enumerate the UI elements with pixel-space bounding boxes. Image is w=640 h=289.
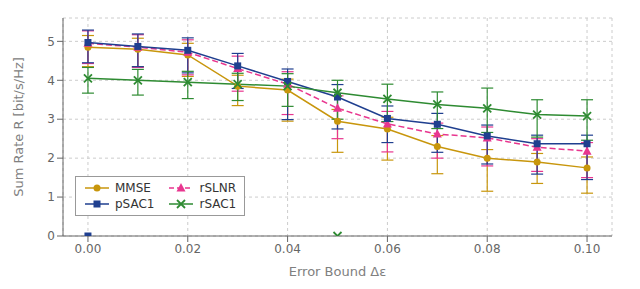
svg-text:Error Bound Δε: Error Bound Δε [289,264,386,279]
svg-text:0.06: 0.06 [374,242,401,256]
svg-text:0: 0 [47,229,55,243]
svg-text:4: 4 [47,74,55,88]
svg-text:3: 3 [47,112,55,126]
svg-text:5: 5 [47,35,55,49]
svg-text:0.00: 0.00 [75,242,102,256]
html-text:MMSE: MMSE [115,181,151,195]
svg-text:1: 1 [47,190,55,204]
svg-text:0.04: 0.04 [274,242,301,256]
svg-text:0.10: 0.10 [574,242,601,256]
html-text:rSAC1: rSAC1 [199,197,237,211]
html-text:rSLNR: rSLNR [199,181,236,195]
svg-text:0.02: 0.02 [174,242,201,256]
svg-text:Sum Rate R [bit/s/Hz]: Sum Rate R [bit/s/Hz] [11,57,26,197]
svg-text:0.08: 0.08 [474,242,501,256]
html-text:pSAC1: pSAC1 [115,197,155,211]
svg-text:2: 2 [47,151,55,165]
